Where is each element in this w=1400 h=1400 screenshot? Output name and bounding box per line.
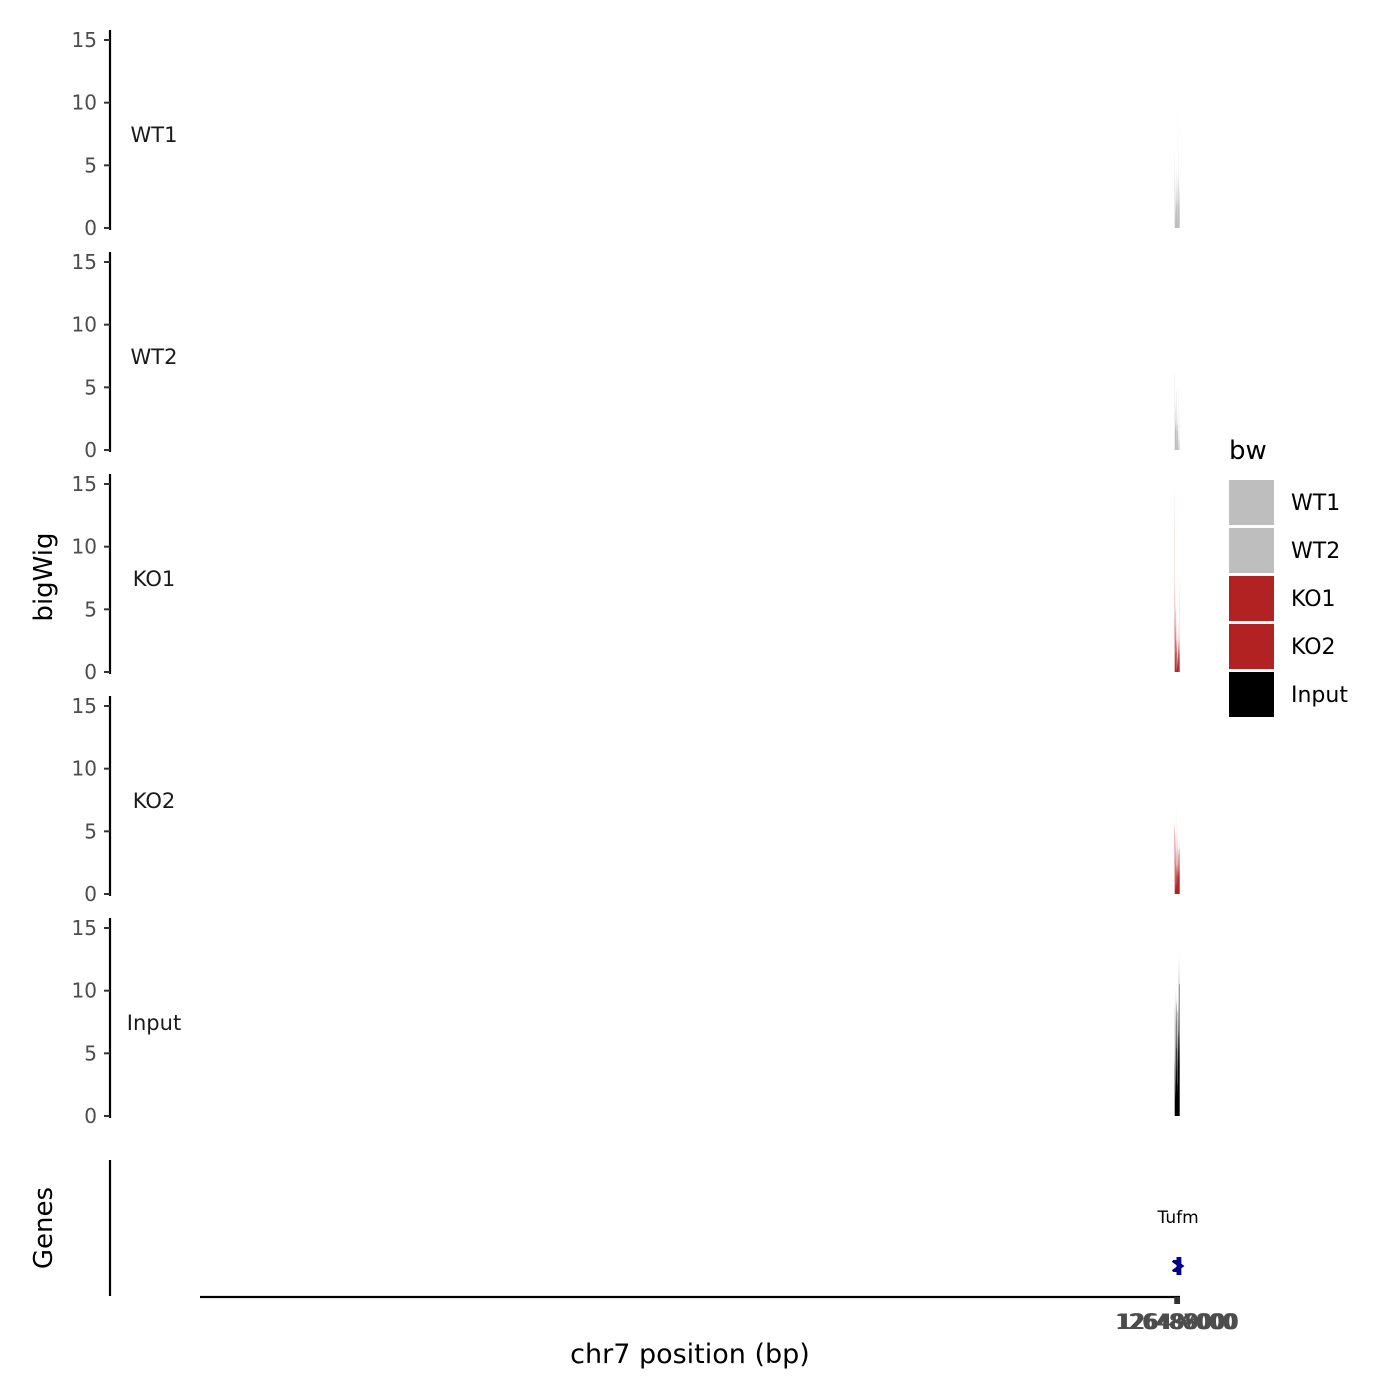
- panel-ko2-label: KO2: [133, 789, 176, 813]
- y-axis-label: bigWig: [29, 532, 59, 621]
- gene-exon: [1179, 1257, 1182, 1275]
- panel-wt1-y-tick-label: 0: [84, 216, 97, 240]
- panel-input-y-tick-label: 5: [84, 1041, 97, 1065]
- legend-swatch-wt1: [1229, 480, 1274, 525]
- legend-label-wt2: WT2: [1291, 539, 1340, 564]
- panel-wt2-y-tick-label: 10: [72, 313, 97, 337]
- panel-ko1-area: [1174, 484, 1180, 672]
- panel-wt1-area: [1174, 87, 1180, 228]
- genes-label: Genes: [29, 1187, 59, 1269]
- legend-label-input: Input: [1291, 683, 1348, 708]
- panel-input-label: Input: [127, 1011, 181, 1035]
- legend-swatch-wt2: [1229, 528, 1274, 573]
- panel-wt2-y-tick-label: 0: [84, 438, 97, 462]
- panel-wt2-area: [1174, 367, 1180, 450]
- panel-wt2-y-tick-label: 5: [84, 375, 97, 399]
- panel-ko1-y-tick-label: 5: [84, 597, 97, 621]
- panel-input-area: [1174, 945, 1180, 1116]
- legend-label-ko1: KO1: [1291, 587, 1336, 612]
- x-tick-label: 126487000: [1116, 1310, 1236, 1334]
- legend-title: bw: [1229, 436, 1267, 466]
- panel-ko1-y-tick-label: 10: [72, 535, 97, 559]
- panel-ko1-y-tick-label: 15: [72, 472, 97, 496]
- legend-swatch-ko2: [1229, 624, 1274, 669]
- legend-swatch-ko1: [1229, 576, 1274, 621]
- panel-ko1-y-tick-label: 0: [84, 660, 97, 684]
- panel-wt1-y-tick-label: 10: [72, 91, 97, 115]
- panel-wt1-y-tick-label: 15: [72, 28, 97, 52]
- x-tick-label: 126486000: [1115, 1310, 1235, 1334]
- panel-input-y-tick-label: 15: [72, 916, 97, 940]
- panel-ko2-y-tick-label: 10: [72, 757, 97, 781]
- panel-ko2-area: [1174, 796, 1180, 894]
- panel-ko1-label: KO1: [133, 567, 176, 591]
- panel-input-y-tick-label: 10: [72, 979, 97, 1003]
- gene-name: Tufm: [1157, 1208, 1199, 1228]
- panel-ko2-y-tick-label: 5: [84, 819, 97, 843]
- x-tick-label: 126489000: [1118, 1310, 1238, 1334]
- panel-wt1-label: WT1: [131, 123, 178, 147]
- panel-wt1-y-tick-label: 5: [84, 153, 97, 177]
- legend-label-wt1: WT1: [1291, 491, 1340, 516]
- x-tick-label: 126490000: [1119, 1310, 1239, 1334]
- panel-input-y-tick-label: 0: [84, 1104, 97, 1128]
- panel-wt2-label: WT2: [131, 345, 178, 369]
- panel-wt2-y-tick-label: 15: [72, 250, 97, 274]
- legend-label-ko2: KO2: [1291, 635, 1336, 660]
- panel-ko2-y-tick-label: 0: [84, 882, 97, 906]
- x-tick-label: 126488000: [1117, 1310, 1237, 1334]
- panel-ko2-y-tick-label: 15: [72, 694, 97, 718]
- x-axis-label: chr7 position (bp): [570, 1339, 810, 1370]
- legend-swatch-input: [1229, 672, 1274, 717]
